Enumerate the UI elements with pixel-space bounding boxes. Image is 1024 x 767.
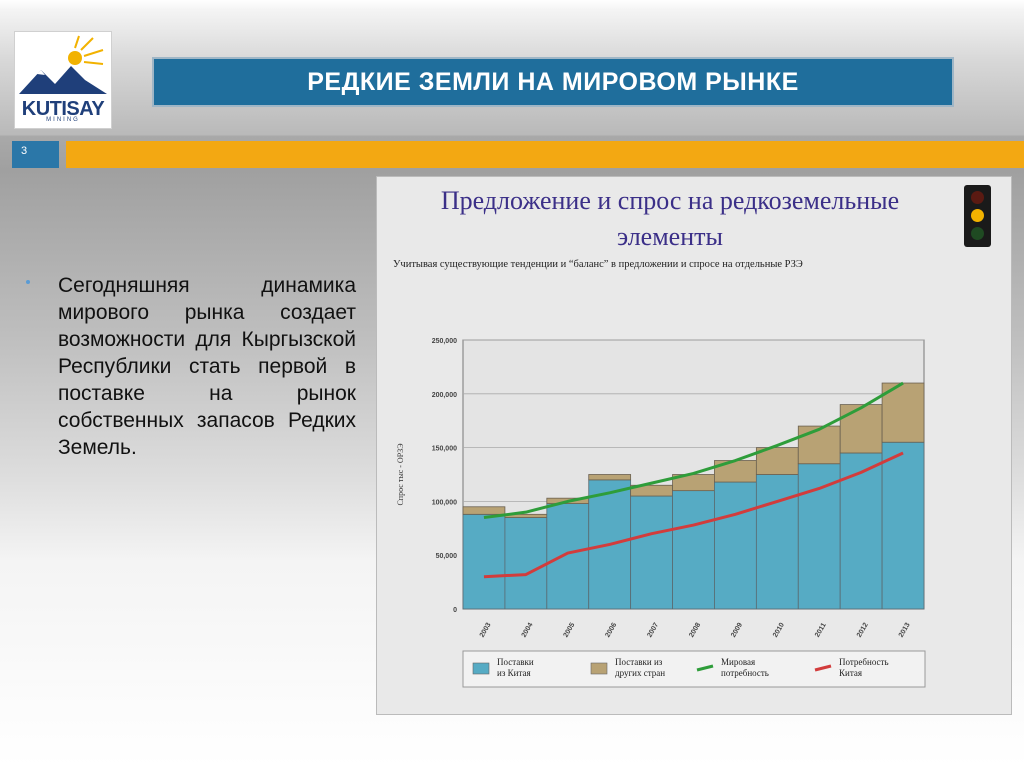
bar-other-supply <box>588 474 632 481</box>
bar-other-supply <box>755 447 799 475</box>
y-tick-label: 100,000 <box>432 499 457 506</box>
x-tick-label: 2004 <box>521 622 535 639</box>
x-tick-label: 2007 <box>646 622 660 639</box>
legend-label: Мировая потребность <box>721 657 769 678</box>
bar-china-supply <box>462 513 506 610</box>
legend-swatch <box>472 662 490 675</box>
traffic-light-icon <box>964 185 991 247</box>
bullet-icon <box>26 280 30 284</box>
x-tick-label: 2003 <box>479 622 493 639</box>
page-title: РЕДКИЕ ЗЕМЛИ НА МИРОВОМ РЫНКЕ <box>307 67 799 96</box>
y-tick-label: 250,000 <box>432 338 457 345</box>
legend-line-swatch <box>696 664 714 672</box>
chart-panel: Предложение и спрос на редкоземельные эл… <box>376 176 1012 715</box>
bar-china-supply <box>839 452 883 610</box>
bar-china-supply <box>546 503 590 610</box>
bar-other-supply <box>797 425 841 465</box>
x-tick-label: 2011 <box>814 622 828 639</box>
bar-china-supply <box>797 463 841 610</box>
bar-china-supply <box>672 490 715 610</box>
slide-number: 3 <box>12 141 59 168</box>
x-tick-label: 2005 <box>563 622 577 639</box>
logo-sub: MINING <box>46 117 80 123</box>
y-axis-label: Спрос тыс - ОРЗЭ <box>396 443 405 505</box>
chart-legend <box>462 650 926 688</box>
bar-china-supply <box>630 495 673 610</box>
x-tick-label: 2009 <box>730 622 744 639</box>
x-tick-label: 2010 <box>772 622 786 639</box>
legend-line-swatch <box>814 664 832 672</box>
bar-other-supply <box>462 506 506 515</box>
bar-china-supply <box>714 481 757 610</box>
y-tick-label: 200,000 <box>432 392 457 399</box>
bullet-list: Сегодняшняя динамика мирового рынка созд… <box>26 272 356 461</box>
legend-label: Потребность Китая <box>839 657 889 678</box>
x-tick-label: 2008 <box>688 622 702 639</box>
line-world-demand <box>483 381 904 520</box>
legend-label: Поставки из других стран <box>615 657 665 678</box>
x-tick-label: 2012 <box>856 622 870 639</box>
logo-mountain-icon <box>19 35 107 94</box>
x-tick-label: 2006 <box>604 622 618 639</box>
y-tick-label: 0 <box>453 607 457 614</box>
legend-swatch <box>590 662 608 675</box>
chart-subtitle: Учитывая существующие тенденции и “балан… <box>393 259 803 270</box>
legend-label: Поставки из Китая <box>497 657 534 678</box>
company-logo: KUTISAY MINING <box>14 31 112 129</box>
bar-other-supply <box>839 404 883 454</box>
bar-china-supply <box>881 441 925 610</box>
accent-bar <box>66 141 1024 168</box>
line-china-demand <box>483 451 904 579</box>
bar-china-supply <box>504 517 548 610</box>
y-tick-label: 150,000 <box>432 446 457 453</box>
logo-brand: KUTISAY <box>21 98 105 120</box>
chart-title: Предложение и спрос на редкоземельные эл… <box>440 186 900 251</box>
chart-plot: 0 50,000 100,000 150,000 200,000 250,000 Спрос… <box>396 338 926 688</box>
x-tick-label: 2013 <box>898 622 912 639</box>
bar-china-supply <box>755 474 799 610</box>
bullet-text: Сегодняшняя динамика мирового рынка созд… <box>58 274 356 459</box>
title-bar: РЕДКИЕ ЗЕМЛИ НА МИРОВОМ РЫНКЕ <box>152 57 954 107</box>
y-tick-label: 50,000 <box>436 553 458 560</box>
